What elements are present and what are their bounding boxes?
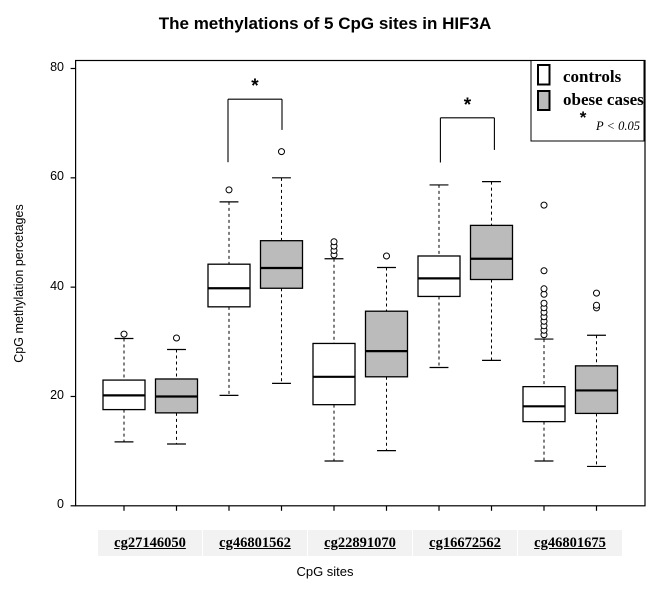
svg-text:controls: controls [563, 67, 622, 86]
svg-text:*: * [580, 108, 587, 127]
svg-text:obese cases: obese cases [563, 90, 644, 109]
svg-text:*: * [251, 76, 259, 97]
svg-text:*: * [464, 95, 472, 116]
svg-text:P < 0.05: P < 0.05 [595, 119, 640, 133]
